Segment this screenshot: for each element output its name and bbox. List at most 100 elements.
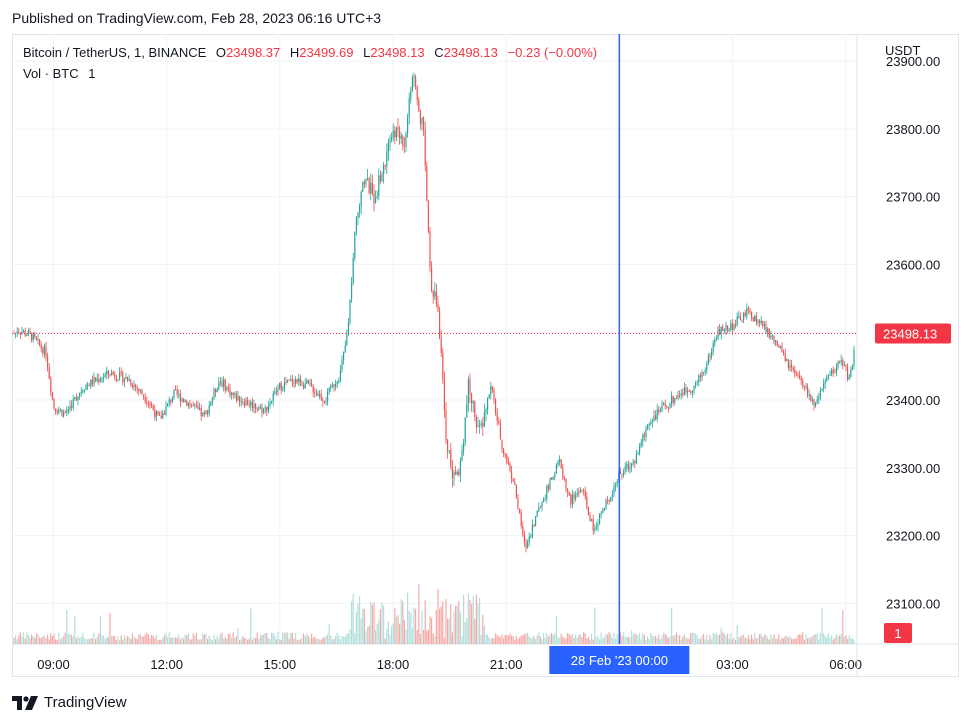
- candle-body: [355, 217, 357, 233]
- volume-bar: [549, 634, 551, 644]
- candle-body: [103, 377, 105, 379]
- candle-body: [839, 362, 841, 363]
- volume-bar: [719, 634, 721, 644]
- volume-bar: [675, 632, 677, 644]
- candle-body: [835, 367, 837, 373]
- volume-bar: [203, 634, 205, 644]
- volume-bar: [122, 639, 124, 644]
- volume-bar: [613, 632, 615, 644]
- candle-body: [608, 500, 610, 502]
- candle-body: [541, 502, 543, 508]
- volume-bar: [104, 638, 106, 644]
- candle-body: [823, 383, 825, 389]
- candle-body: [402, 135, 404, 147]
- candle-body: [679, 395, 681, 396]
- volume-bar: [56, 639, 58, 644]
- volume-bar: [179, 639, 181, 644]
- volume-bar: [531, 638, 533, 644]
- candle-body: [23, 330, 25, 333]
- volume-bar: [491, 637, 493, 644]
- candle-body: [627, 463, 629, 470]
- price-chart[interactable]: 23900.0023800.0023700.0023600.0023500.00…: [12, 34, 959, 677]
- candle-body: [194, 404, 196, 406]
- candle-body: [751, 311, 753, 318]
- volume-bar: [370, 601, 372, 644]
- candle-body: [322, 399, 324, 402]
- candle-body: [514, 481, 516, 485]
- volume-bar: [331, 639, 333, 644]
- volume-bar: [813, 634, 815, 644]
- volume-bar: [679, 635, 681, 644]
- candle-body: [458, 471, 460, 475]
- published-caption: Published on TradingView.com, Feb 28, 20…: [12, 10, 382, 26]
- volume-bar: [490, 638, 492, 644]
- candle-body: [491, 386, 493, 390]
- volume-bar: [552, 635, 554, 644]
- volume-bar: [682, 636, 684, 644]
- volume-bar: [651, 635, 653, 644]
- candle-body: [659, 410, 661, 413]
- volume-bar: [575, 634, 577, 644]
- candle-body: [218, 382, 220, 390]
- candle-body: [347, 321, 349, 335]
- volume-bar: [853, 639, 855, 644]
- candle-body: [352, 257, 354, 283]
- candle-body: [199, 408, 201, 410]
- candle-body: [115, 377, 117, 380]
- volume-bar: [832, 639, 834, 644]
- volume-bar: [101, 635, 103, 644]
- candle-body: [600, 512, 602, 515]
- volume-bar: [746, 638, 748, 644]
- candle-body: [178, 393, 180, 395]
- volume-bar: [698, 639, 700, 644]
- candle-body: [219, 381, 221, 383]
- volume-bar: [227, 634, 229, 644]
- candle-body: [767, 328, 769, 333]
- candle-body: [555, 464, 557, 474]
- candle-body: [175, 389, 177, 391]
- candle-body: [743, 312, 745, 321]
- volume-bar: [528, 636, 530, 644]
- volume-bar: [26, 632, 28, 644]
- candle-body: [315, 393, 317, 395]
- candle-body: [626, 463, 628, 467]
- volume-bar: [133, 637, 135, 644]
- volume-bar: [151, 634, 153, 644]
- volume-bar: [251, 639, 253, 644]
- candle-body: [195, 404, 197, 406]
- volume-bar: [141, 636, 143, 644]
- volume-bar: [541, 639, 543, 644]
- volume-bar: [181, 637, 183, 644]
- volume-bar: [50, 633, 52, 644]
- candle-body: [64, 411, 66, 413]
- candle-body: [720, 326, 722, 335]
- volume-bar: [851, 638, 853, 644]
- volume-bar: [626, 636, 628, 644]
- candle-body: [127, 376, 129, 381]
- candle-body: [29, 330, 31, 333]
- volume-bar: [127, 636, 129, 644]
- volume-bar: [330, 635, 332, 644]
- candle-body: [805, 386, 807, 388]
- candle-body: [786, 359, 788, 361]
- candle-body: [827, 375, 829, 377]
- volume-bar: [463, 594, 465, 644]
- candle-body: [840, 359, 842, 363]
- volume-bar: [171, 637, 173, 644]
- volume-bar: [391, 626, 393, 644]
- candle-body: [96, 378, 98, 382]
- candle-body: [595, 526, 597, 529]
- volume-bar: [789, 636, 791, 644]
- volume-bar: [394, 608, 396, 644]
- volume-bar: [445, 599, 447, 644]
- volume-bar: [594, 607, 596, 644]
- volume-bar: [255, 638, 257, 644]
- candle-body: [440, 338, 442, 353]
- volume-bar: [624, 637, 626, 644]
- volume-bar: [191, 639, 193, 644]
- volume-bar: [408, 610, 410, 644]
- candle-body: [330, 385, 332, 389]
- candle-body: [216, 389, 218, 392]
- candle-body: [149, 402, 151, 405]
- volume-bar: [107, 637, 109, 644]
